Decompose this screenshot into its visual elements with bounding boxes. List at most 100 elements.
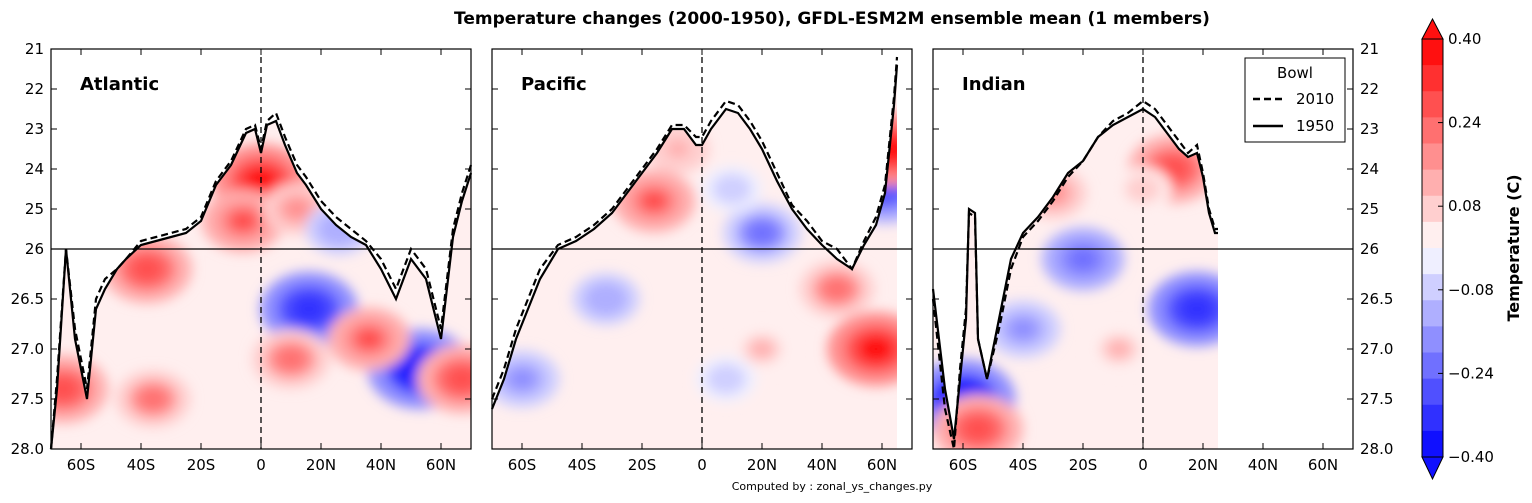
colorbar-segment xyxy=(1422,326,1443,353)
ytick-label-left: 26.5 xyxy=(11,290,44,308)
colorbar-segment xyxy=(1422,274,1443,301)
pacific-xtick-label: 40S xyxy=(568,456,597,474)
indian-xtick-label: 40N xyxy=(1248,456,1278,474)
colorbar-tick-label: −0.40 xyxy=(1448,448,1494,466)
pacific-xtick-label: 40N xyxy=(807,456,837,474)
indian-anomaly-core xyxy=(1108,340,1130,358)
colorbar-tick-label: −0.24 xyxy=(1448,364,1494,382)
atlantic-xtick-label: 60S xyxy=(67,456,96,474)
pacific-xtick-label: 20N xyxy=(747,456,777,474)
colorbar-segment xyxy=(1422,221,1443,249)
indian-anomaly-mid xyxy=(1031,176,1075,210)
legend-label-1950: 1950 xyxy=(1296,117,1334,135)
atlantic-basin-label: Atlantic xyxy=(80,74,159,95)
indian-xtick-label: 20N xyxy=(1188,456,1218,474)
colorbar-segment xyxy=(1422,169,1443,197)
pacific-bowl-1950-line xyxy=(490,64,899,410)
ytick-label-left: 26 xyxy=(25,240,44,258)
indian-anomaly-core xyxy=(1179,295,1215,323)
indian-basin-label: Indian xyxy=(962,74,1026,95)
indian-xtick-label: 20S xyxy=(1069,456,1098,474)
atlantic-xtick-label: 40S xyxy=(127,456,156,474)
atlantic-anomaly-core xyxy=(139,388,167,410)
ytick-label-left: 24 xyxy=(25,160,44,178)
atlantic-anomaly-core xyxy=(276,348,306,370)
pacific-anomaly-core xyxy=(715,370,737,388)
colorbar-segment xyxy=(1422,352,1443,380)
pacific-xtick-label: 60N xyxy=(867,456,897,474)
atlantic-anomaly-core xyxy=(291,295,327,323)
ytick-label-left: 28.0 xyxy=(11,440,44,458)
colorbar-tick-label: −0.08 xyxy=(1448,281,1494,299)
atlantic-xtick-label: 20N xyxy=(306,456,336,474)
figure-title: Temperature changes (2000-1950), GFDL-ES… xyxy=(454,9,1210,29)
colorbar-segment xyxy=(1422,117,1443,144)
legend-label-2010: 2010 xyxy=(1296,90,1334,108)
pacific-xtick-label: 60S xyxy=(508,456,537,474)
ytick-label-left: 27.5 xyxy=(11,390,44,408)
colorbar-segment xyxy=(1422,143,1443,171)
atlantic-anomaly-core xyxy=(354,327,384,351)
pacific-anomaly-core xyxy=(508,368,536,390)
atlantic-anomaly-core xyxy=(228,209,258,233)
colorbar-tick-label: 0.08 xyxy=(1448,197,1481,215)
pacific-anomaly-core xyxy=(858,335,894,363)
ytick-label-left: 25 xyxy=(25,200,44,218)
atlantic-anomaly-core xyxy=(51,376,80,402)
pacific-anomaly-core xyxy=(666,140,690,158)
colorbar-tick-label: 0.40 xyxy=(1448,30,1481,48)
colorbar-segment xyxy=(1422,248,1443,275)
indian-xtick-label: 40S xyxy=(1009,456,1038,474)
pacific-anomaly-core xyxy=(751,340,773,358)
colorbar-segment xyxy=(1422,404,1443,432)
colorbar-segment xyxy=(1422,65,1443,92)
indian-bowl-1950-line xyxy=(931,107,1218,440)
pacific-bowl-2010-line xyxy=(490,56,899,400)
colorbar: 0.40 0.24 0.08 −0.08 −0.24 −0.40 Temperature (… xyxy=(1421,17,1523,481)
panel-atlantic: Atlantic 60S 40S 20S 0 20N 40N 60N xyxy=(49,48,473,474)
ytick-label-right: 22 xyxy=(1360,80,1379,98)
pacific-anomaly-core xyxy=(593,289,619,309)
indian-anomaly-outer xyxy=(1019,167,1087,219)
atlantic-anomaly-core xyxy=(130,256,164,282)
indian-anomaly-core xyxy=(1068,247,1098,271)
ytick-label-right: 26 xyxy=(1360,240,1379,258)
pacific-anomaly-core xyxy=(823,278,851,300)
colorbar-segment xyxy=(1422,300,1443,327)
indian-anomaly-core xyxy=(1009,318,1037,340)
colorbar-segment xyxy=(1422,430,1443,458)
pacific-basin-label: Pacific xyxy=(521,74,587,95)
indian-xtick-label: 60N xyxy=(1308,456,1338,474)
atlantic-xtick-label: 60N xyxy=(426,456,456,474)
colorbar-tick-label: 0.24 xyxy=(1448,114,1481,132)
footer-credit: Computed by : zonal_ys_changes.py xyxy=(732,480,933,493)
atlantic-xtick-label: 40N xyxy=(366,456,396,474)
colorbar-extend-max xyxy=(1421,17,1444,40)
ytick-label-left: 27.0 xyxy=(11,340,44,358)
indian-xtick-label: 0 xyxy=(1138,456,1148,474)
ytick-label-right: 25 xyxy=(1360,200,1379,218)
colorbar-frame xyxy=(1421,38,1444,458)
ytick-label-right: 23 xyxy=(1360,120,1379,138)
colorbar-segment xyxy=(1422,195,1443,223)
atlantic-anomaly-core xyxy=(284,199,310,219)
ytick-label-right: 24 xyxy=(1360,160,1379,178)
legend-title: Bowl xyxy=(1277,64,1313,82)
pacific-xtick-label: 20S xyxy=(628,456,657,474)
colorbar-segment xyxy=(1422,91,1443,118)
ytick-label-right: 27.0 xyxy=(1360,340,1393,358)
legend: Bowl 2010 1950 xyxy=(1244,57,1346,143)
atlantic-xtick-label: 20S xyxy=(187,456,216,474)
ytick-label-left: 21 xyxy=(25,40,44,58)
ytick-label-right: 26.5 xyxy=(1360,290,1393,308)
ytick-label-left: 22 xyxy=(25,80,44,98)
ytick-label-right: 21 xyxy=(1360,40,1379,58)
ytick-label-left: 23 xyxy=(25,120,44,138)
colorbar-segment xyxy=(1422,39,1443,66)
ytick-label-right: 28.0 xyxy=(1360,440,1393,458)
pacific-anomaly-core xyxy=(639,189,669,213)
colorbar-label: Temperature (C) xyxy=(1504,174,1523,321)
pacific-xtick-label: 0 xyxy=(697,456,707,474)
pacific-anomaly-core xyxy=(747,222,777,244)
